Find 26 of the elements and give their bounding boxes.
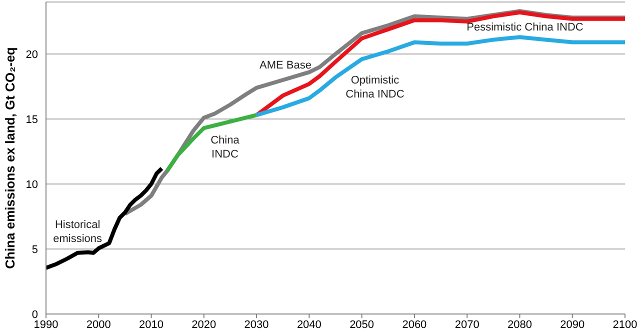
line-series — [254, 35, 625, 118]
y-tick-label: 20 — [26, 48, 38, 61]
y-tick-label: 15 — [26, 114, 38, 126]
y-tick-label: 10 — [26, 178, 38, 191]
annotation: Optimistic China INDC — [346, 74, 404, 100]
x-tick-label: 2090 — [560, 318, 585, 331]
annotation: Historical emissions — [53, 218, 103, 245]
x-tick-label: 2060 — [402, 318, 427, 331]
x-tick-label: 2070 — [454, 318, 480, 331]
x-tick-label: 2010 — [139, 318, 164, 331]
annotation: Pessimistic China INDC — [466, 22, 584, 34]
annotation: AME Base — [260, 59, 312, 72]
y-tick-label: 5 — [32, 244, 38, 256]
x-tick-label: 2050 — [350, 318, 374, 331]
line-series — [46, 166, 164, 270]
x-tick-label: 2030 — [244, 318, 269, 331]
x-tick-label: 1990 — [34, 318, 58, 331]
y-tick-label: 0 — [32, 308, 38, 321]
annotation: China INDC — [210, 134, 240, 160]
y-axis-title: China emissions ex land, Gt CO₂-eq — [2, 47, 18, 269]
x-tick-label: 2080 — [507, 318, 532, 331]
line-series — [165, 113, 259, 173]
x-tick-label: 2000 — [86, 318, 111, 331]
x-tick-label: 2020 — [192, 318, 216, 331]
x-tick-label: 2040 — [296, 318, 322, 331]
x-tick-label: 2100 — [612, 318, 638, 331]
